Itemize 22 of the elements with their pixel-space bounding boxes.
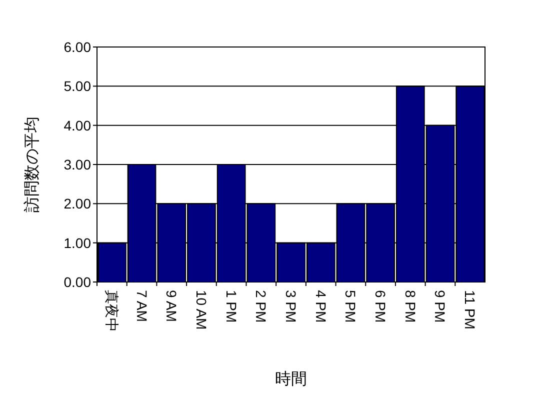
x-tick-label: 真夜中 — [104, 290, 120, 332]
x-tick-label: 9 PM — [432, 290, 448, 323]
y-tick-label: 2.00 — [64, 196, 92, 212]
y-tick-label: 0.00 — [64, 274, 92, 290]
x-tick-label: 11 PM — [462, 290, 478, 330]
x-tick-label: 1 PM — [223, 290, 240, 323]
y-tick-label: 5.00 — [64, 78, 92, 94]
y-tick-label: 4.00 — [64, 117, 92, 134]
x-tick-label: 5 PM — [342, 290, 359, 323]
x-tick-label: 4 PM — [312, 290, 329, 323]
y-tick-label: 6.00 — [64, 39, 92, 55]
x-tick-label: 10 AM — [193, 290, 210, 330]
y-tick-label: 3.00 — [64, 156, 92, 172]
y-tick-label: 1.00 — [64, 234, 92, 251]
x-axis-title: 時間 — [275, 370, 307, 388]
y-axis-title: 訪問数の平均 — [23, 116, 41, 212]
x-tick-label: 3 PM — [283, 290, 299, 323]
x-tick-label: 8 PM — [402, 290, 418, 323]
x-tick-label: 2 PM — [253, 290, 270, 323]
x-tick-label: 6 PM — [372, 290, 389, 323]
x-tick-label: 9 AM — [164, 290, 180, 322]
x-tick-label: 7 AM — [134, 290, 150, 322]
